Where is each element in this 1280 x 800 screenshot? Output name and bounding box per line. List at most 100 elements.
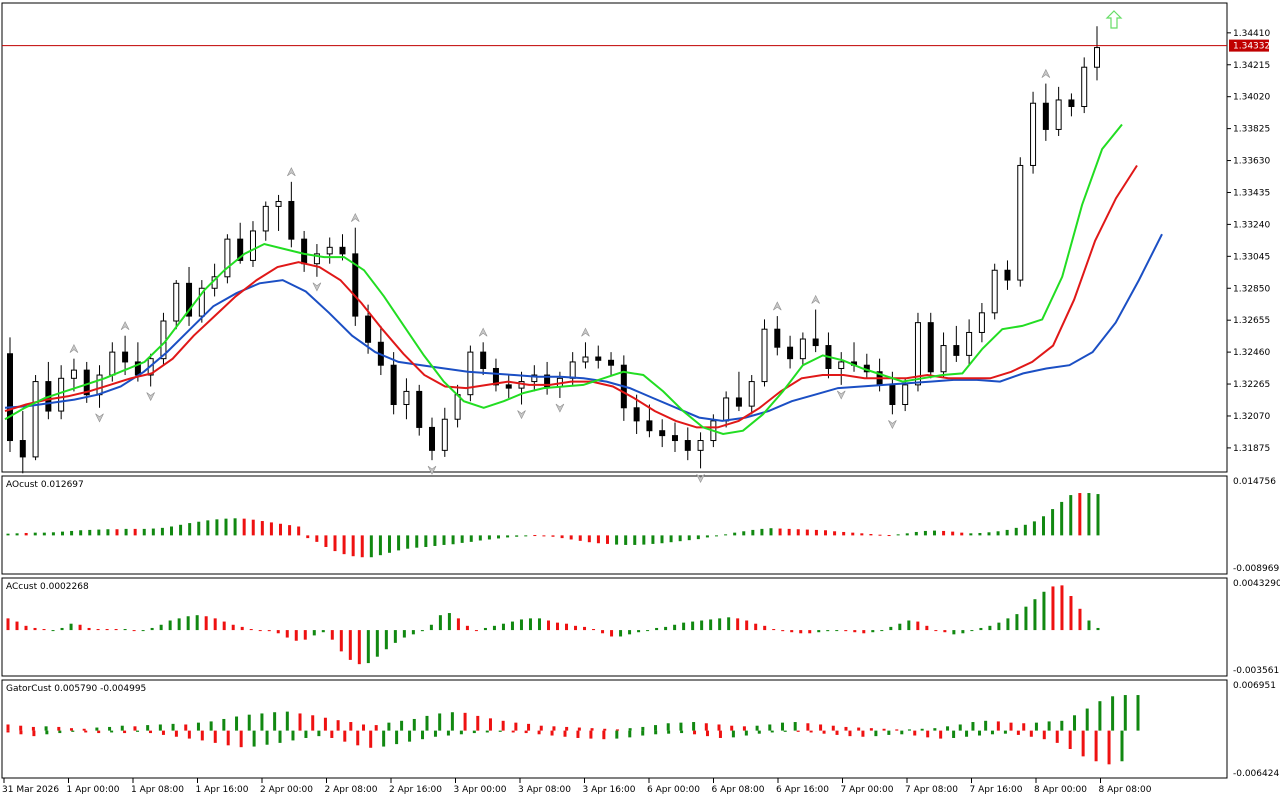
green-ma-line [4, 123, 1123, 436]
histogram-bar [424, 535, 428, 547]
histogram-bar [1032, 521, 1036, 536]
time-label: 3 Apr 16:00 [583, 785, 636, 795]
histogram-bar [990, 730, 994, 735]
histogram-bar [569, 535, 573, 540]
histogram-bar [57, 726, 61, 731]
histogram-bar [70, 530, 74, 536]
histogram-bar [997, 622, 1001, 631]
histogram-bar [546, 620, 550, 631]
histogram-bar [769, 528, 773, 536]
bull-candle [1094, 47, 1100, 68]
histogram-bar [717, 724, 721, 731]
histogram-bar [814, 529, 818, 536]
histogram-bar [97, 529, 101, 536]
histogram-bar [267, 630, 271, 632]
bull-candle [96, 374, 103, 396]
bull-candle [748, 381, 755, 407]
histogram-bar [1094, 730, 1098, 762]
ac-pane[interactable] [1, 577, 1228, 677]
histogram-bar [934, 630, 938, 632]
histogram-bar [601, 630, 605, 634]
fractal-down-icon [517, 410, 526, 420]
histogram-bar [978, 730, 982, 736]
fractal-up-icon [1041, 68, 1051, 78]
histogram-bar [317, 730, 321, 737]
ac-max-label: 0.0043290 [1233, 579, 1280, 589]
histogram-bar [1029, 730, 1033, 737]
histogram-bar [826, 630, 830, 632]
histogram-bar [323, 717, 327, 731]
bear-candle [1042, 102, 1049, 130]
gator-pane[interactable] [1, 679, 1228, 779]
histogram-bar [304, 730, 308, 738]
histogram-bar [831, 725, 835, 731]
histogram-bar [943, 630, 947, 633]
bull-candle [70, 369, 77, 379]
price-tick-label: 1.32460 [1233, 348, 1270, 358]
histogram-bar [15, 533, 19, 536]
bear-candle [365, 315, 372, 343]
histogram-bar [1060, 501, 1064, 536]
histogram-bar [576, 730, 580, 738]
bear-candle [19, 440, 26, 458]
histogram-bar [666, 723, 670, 731]
price-tick-label: 1.33630 [1233, 157, 1270, 167]
time-label: 6 Apr 16:00 [776, 785, 829, 795]
histogram-bar [1022, 723, 1026, 731]
histogram-bar [514, 722, 518, 731]
histogram-bar [96, 629, 100, 631]
histogram-bar [478, 535, 482, 541]
histogram-bar [260, 713, 264, 731]
histogram-bar [79, 530, 83, 536]
histogram-bar [438, 615, 442, 631]
histogram-bar [269, 522, 273, 536]
histogram-bar [882, 728, 886, 731]
fractal-down-icon [312, 282, 322, 292]
histogram-bar [146, 725, 150, 731]
bull-candle [454, 394, 461, 420]
bull-candle [326, 246, 333, 255]
price-pane[interactable] [1, 2, 1228, 473]
price-tick-label: 1.33045 [1233, 252, 1270, 262]
histogram-bar [395, 730, 399, 745]
histogram-bar [687, 535, 691, 541]
histogram-bar [497, 535, 500, 539]
histogram-bar [718, 618, 722, 631]
price-tick-label: 1.32655 [1233, 316, 1270, 326]
histogram-bar [388, 535, 391, 553]
histogram-bar [123, 730, 127, 734]
histogram-bar [1051, 509, 1055, 536]
histogram-bar [360, 535, 364, 558]
bear-candle [787, 346, 794, 360]
histogram-bar [375, 630, 379, 657]
bear-candle [480, 351, 487, 369]
histogram-bar [913, 730, 917, 736]
histogram-bar [996, 721, 1000, 731]
bear-candle [735, 397, 742, 407]
bull-candle [1017, 164, 1024, 281]
bull-candle [1081, 66, 1088, 108]
histogram-bar [429, 624, 433, 631]
histogram-bar [715, 535, 718, 537]
histogram-bar [590, 728, 594, 731]
histogram-bar [952, 630, 956, 635]
bear-candle [390, 364, 397, 406]
histogram-bar [311, 715, 315, 731]
histogram-bar [384, 630, 388, 650]
histogram-bar [781, 630, 785, 632]
histogram-bar [793, 722, 797, 731]
histogram-bar [552, 726, 556, 731]
histogram-bar [862, 630, 866, 634]
histogram-bar [374, 725, 378, 731]
histogram-bar [1024, 606, 1028, 631]
histogram-bar [642, 535, 646, 545]
fractal-up-icon [69, 343, 79, 353]
histogram-bar [78, 624, 82, 631]
histogram-bar [799, 630, 803, 634]
histogram-bar [824, 530, 827, 536]
ao-pane[interactable] [1, 475, 1228, 575]
histogram-bar [213, 618, 217, 631]
histogram-bar [1006, 618, 1010, 631]
